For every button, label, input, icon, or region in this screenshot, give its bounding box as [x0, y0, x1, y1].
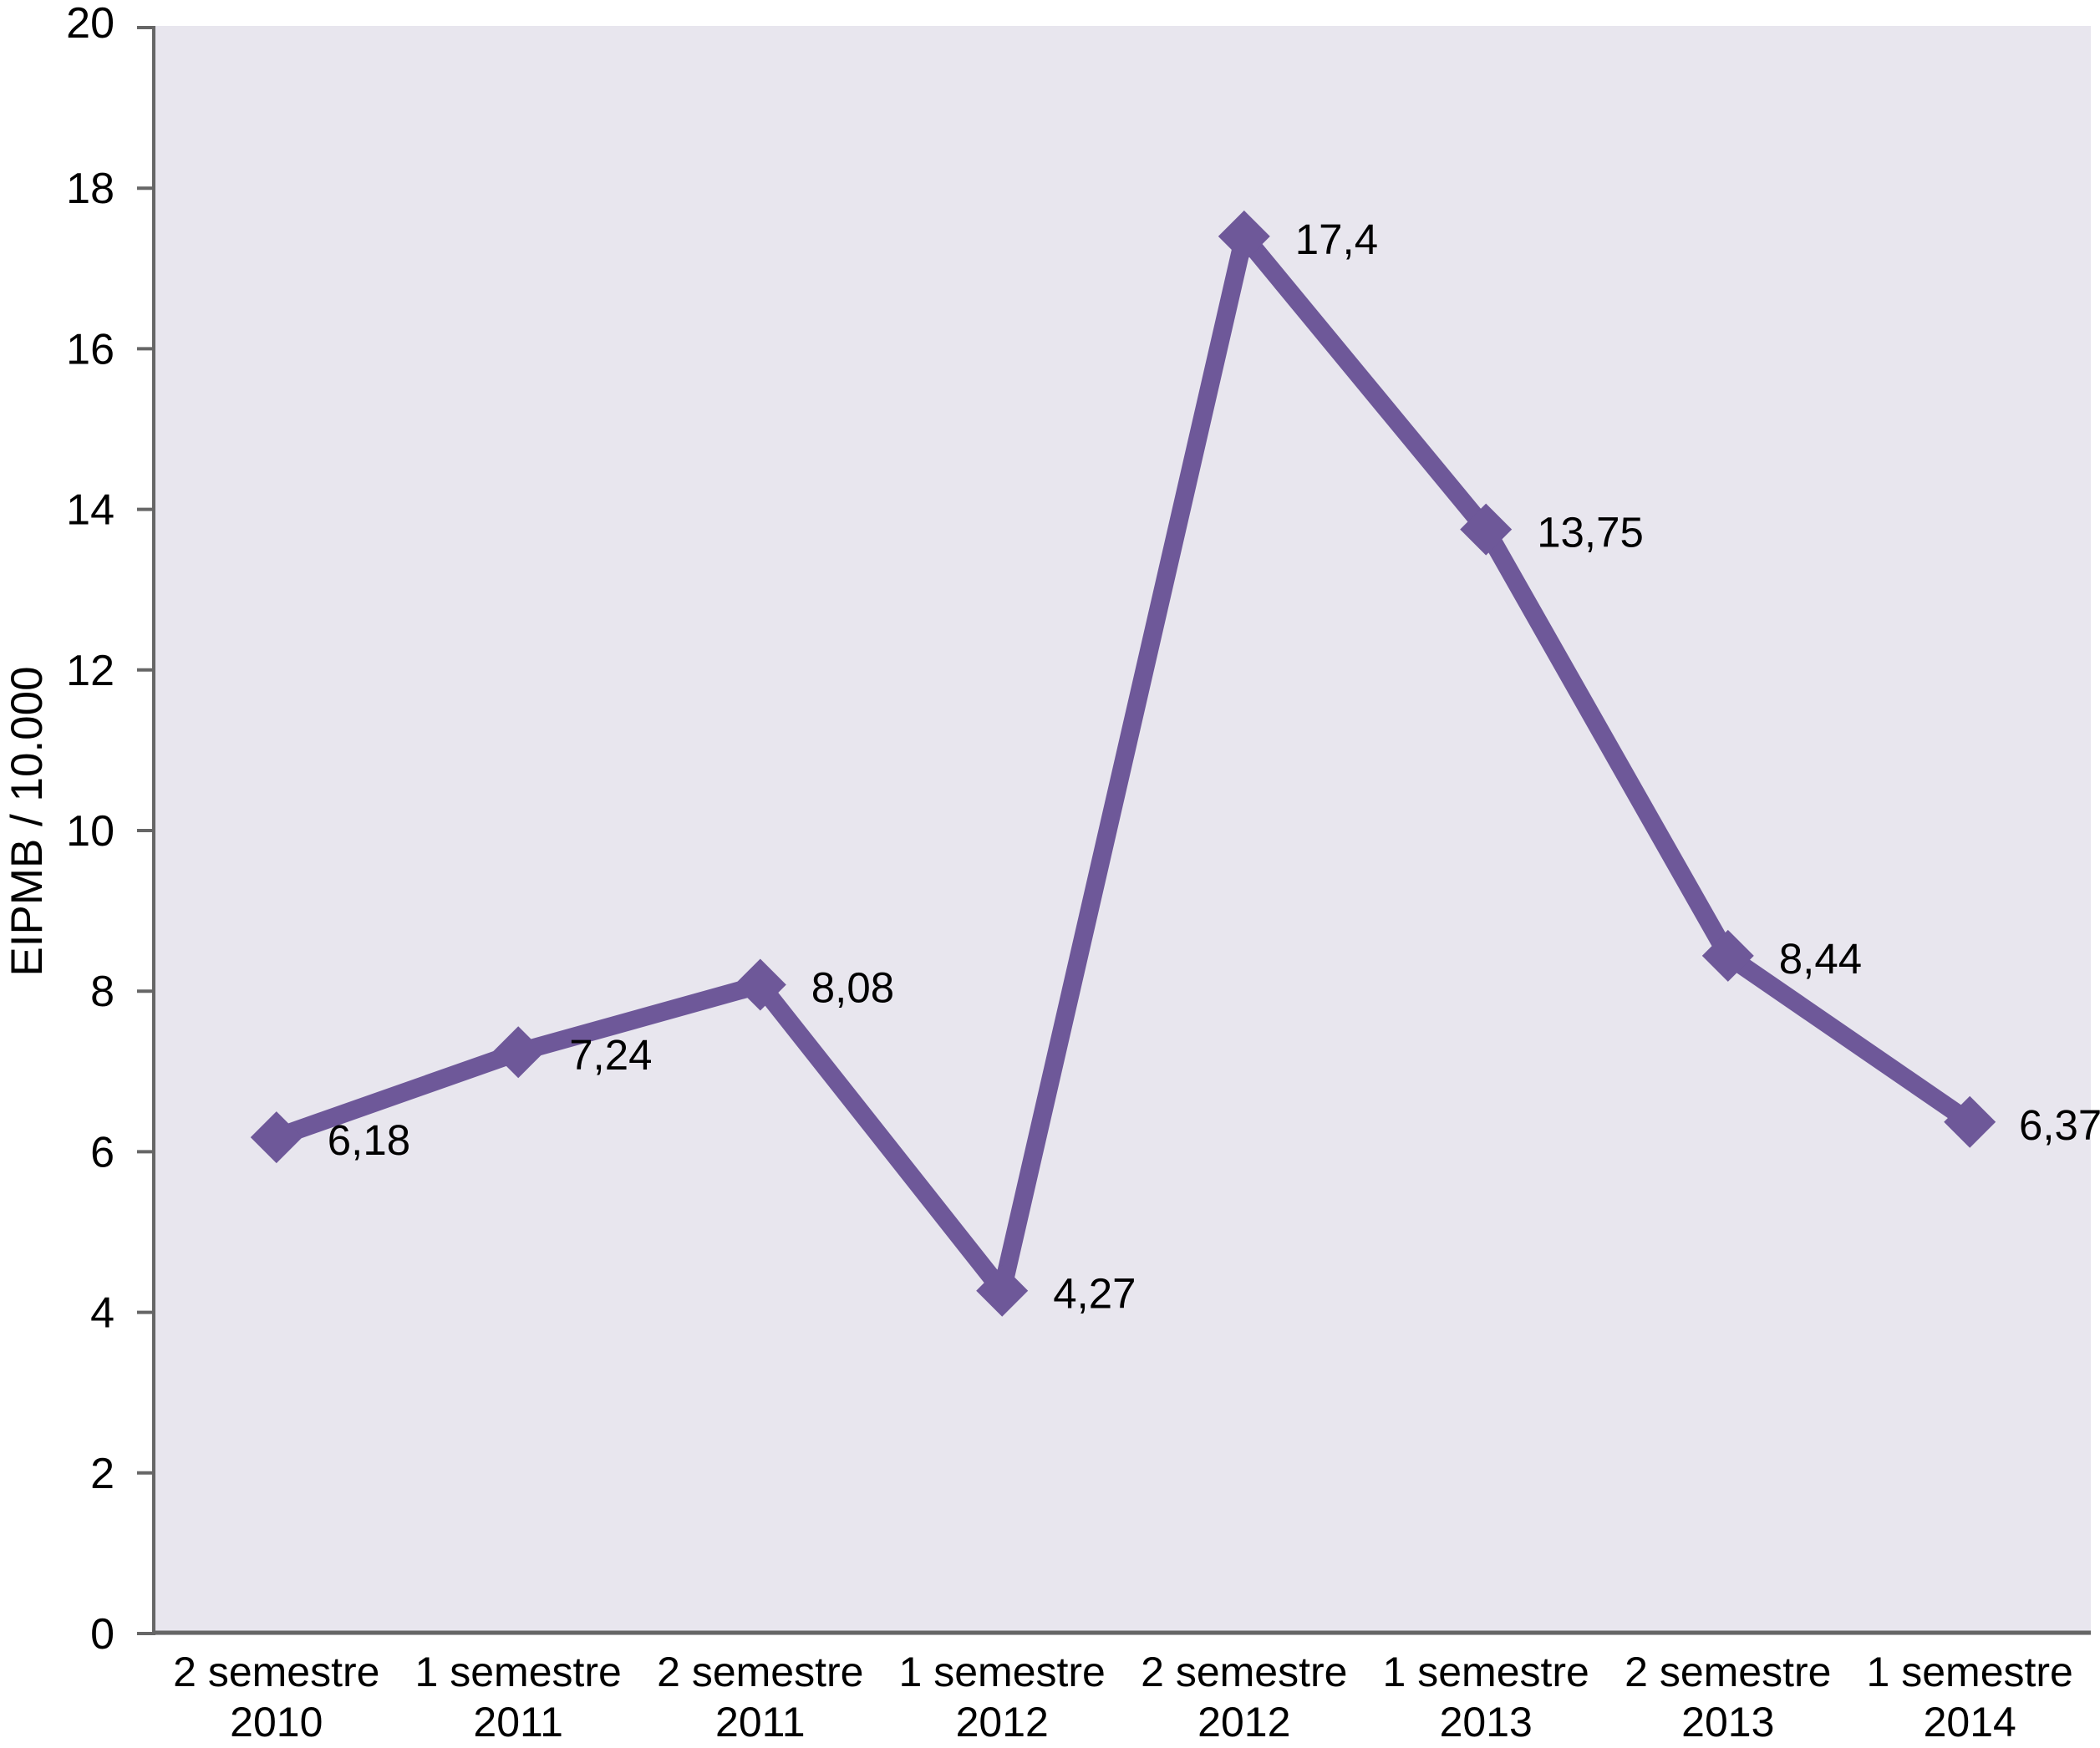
svg-text:1 semestre: 1 semestre: [1867, 1649, 2073, 1695]
svg-text:2012: 2012: [1197, 1699, 1290, 1744]
svg-text:20: 20: [66, 0, 114, 48]
svg-text:18: 18: [66, 165, 114, 213]
svg-text:2010: 2010: [230, 1699, 323, 1744]
svg-text:10: 10: [66, 807, 114, 856]
svg-text:4,27: 4,27: [1053, 1270, 1136, 1318]
svg-text:12: 12: [66, 647, 114, 695]
svg-text:2: 2: [90, 1450, 114, 1498]
svg-text:13,75: 13,75: [1537, 509, 1644, 556]
svg-text:EIPMB / 10.000: EIPMB / 10.000: [3, 666, 52, 976]
svg-text:6,37: 6,37: [2019, 1101, 2100, 1149]
svg-text:0: 0: [90, 1610, 114, 1659]
svg-text:7,24: 7,24: [569, 1031, 652, 1079]
svg-text:14: 14: [66, 486, 114, 535]
svg-text:4: 4: [90, 1289, 114, 1338]
svg-text:2 semestre: 2 semestre: [1141, 1649, 1347, 1695]
svg-text:1 semestre: 1 semestre: [899, 1649, 1106, 1695]
svg-text:8,08: 8,08: [811, 964, 894, 1012]
svg-text:2013: 2013: [1440, 1699, 1533, 1744]
svg-text:2013: 2013: [1681, 1699, 1774, 1744]
svg-text:6: 6: [90, 1128, 114, 1176]
svg-text:2 semestre: 2 semestre: [657, 1649, 863, 1695]
svg-text:1 semestre: 1 semestre: [1383, 1649, 1589, 1695]
svg-text:2 semestre: 2 semestre: [1625, 1649, 1831, 1695]
svg-text:1 semestre: 1 semestre: [415, 1649, 622, 1695]
svg-text:2011: 2011: [473, 1699, 563, 1744]
svg-text:2011: 2011: [715, 1699, 806, 1744]
svg-text:6,18: 6,18: [328, 1116, 410, 1164]
svg-text:2012: 2012: [956, 1699, 1049, 1744]
svg-text:8,44: 8,44: [1779, 935, 1862, 983]
svg-text:17,4: 17,4: [1295, 216, 1378, 263]
svg-text:2014: 2014: [1924, 1699, 2016, 1744]
svg-text:2 semestre: 2 semestre: [173, 1649, 379, 1695]
svg-text:8: 8: [90, 968, 114, 1016]
svg-text:16: 16: [66, 325, 114, 373]
